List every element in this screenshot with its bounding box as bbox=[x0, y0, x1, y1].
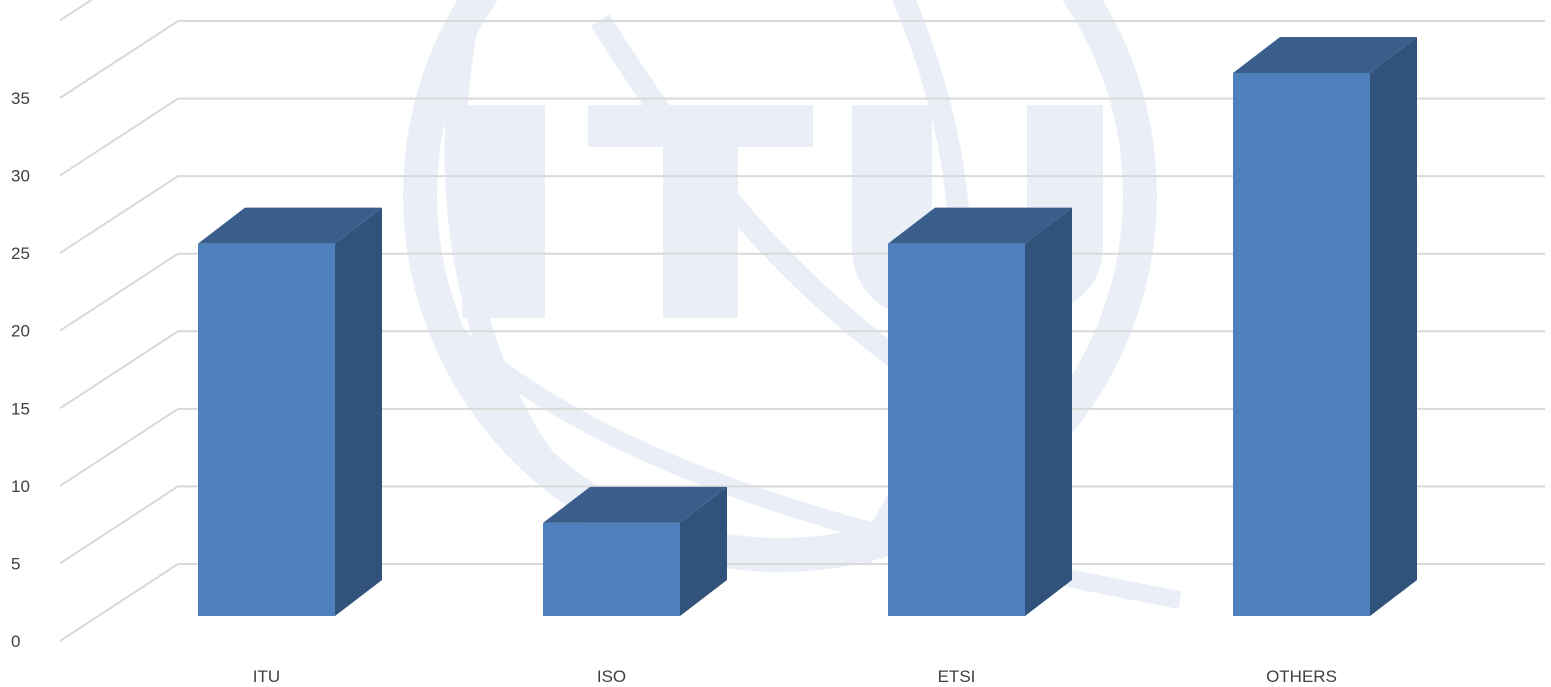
y-tick-label: 30 bbox=[11, 167, 30, 186]
bar-side bbox=[1025, 207, 1072, 616]
y-tick-label: 0 bbox=[11, 632, 20, 651]
gridline bbox=[59, 175, 1545, 254]
x-axis-category-labels: ITU ISO ETSI OTHERS bbox=[253, 667, 1337, 686]
bar bbox=[888, 207, 1072, 616]
bar-front bbox=[1233, 73, 1370, 616]
gridlines bbox=[59, 0, 1545, 642]
bar-front bbox=[198, 243, 335, 616]
bar-top bbox=[888, 207, 1072, 244]
y-axis-tick-labels: 0 5 10 15 20 25 30 35 bbox=[11, 89, 30, 651]
x-category-label: ETSI bbox=[938, 667, 976, 686]
bar bbox=[543, 486, 727, 616]
gridline bbox=[59, 20, 1545, 99]
y-tick-label: 35 bbox=[11, 89, 30, 108]
bar-front bbox=[543, 522, 680, 616]
gridline bbox=[59, 97, 1545, 177]
x-category-label: ITU bbox=[253, 667, 280, 686]
bar-side bbox=[1370, 37, 1417, 616]
gridline bbox=[59, 407, 1545, 487]
bar-side bbox=[680, 486, 727, 616]
x-category-label: OTHERS bbox=[1266, 667, 1337, 686]
gridline bbox=[59, 252, 1545, 332]
y-tick-label: 10 bbox=[11, 477, 30, 496]
bar-side bbox=[335, 207, 382, 616]
bar-top bbox=[198, 207, 382, 244]
bar bbox=[198, 207, 382, 616]
gridline bbox=[59, 563, 1545, 642]
y-tick-label: 15 bbox=[11, 399, 30, 418]
gridline bbox=[59, 485, 1545, 565]
bars bbox=[198, 37, 1417, 616]
bar-front bbox=[888, 243, 1025, 616]
bar-top bbox=[543, 486, 727, 523]
gridline bbox=[59, 0, 94, 22]
x-category-label: ISO bbox=[597, 667, 626, 686]
gridline bbox=[59, 330, 1545, 410]
y-tick-label: 20 bbox=[11, 322, 30, 341]
y-tick-label: 5 bbox=[11, 554, 20, 573]
bar bbox=[1233, 37, 1417, 616]
bar-top bbox=[1233, 37, 1417, 73]
y-tick-label: 25 bbox=[11, 244, 30, 263]
